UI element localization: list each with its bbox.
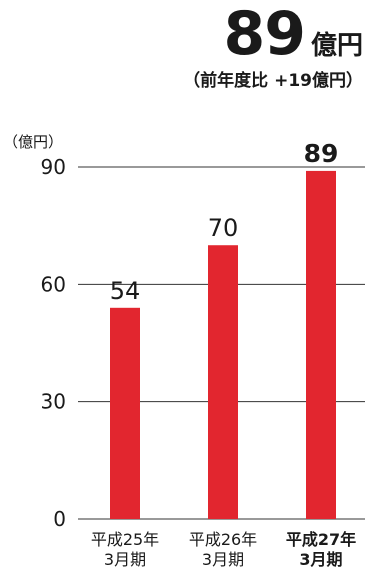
value-label-0: 54 bbox=[110, 277, 141, 305]
bar-1 bbox=[208, 245, 238, 519]
y-tick-label-60: 60 bbox=[41, 272, 66, 296]
x-tick-label-2-line2: 3月期 bbox=[299, 550, 342, 569]
value-label-2: 89 bbox=[304, 139, 339, 168]
y-tick-label-90: 90 bbox=[41, 155, 66, 179]
y-axis-unit-label: （億円） bbox=[3, 133, 63, 151]
bar-0 bbox=[110, 307, 140, 519]
headline-subtitle: （前年度比 +19億円） bbox=[183, 71, 363, 91]
x-tick-label-0-line1: 平成25年 bbox=[91, 530, 159, 549]
y-tick-label-30: 30 bbox=[41, 390, 66, 414]
x-tick-label-0-line2: 3月期 bbox=[104, 550, 146, 569]
headline-unit: 億円 bbox=[310, 31, 363, 61]
x-tick-label-1-line2: 3月期 bbox=[202, 550, 244, 569]
headline-total: 89 億円 bbox=[223, 2, 363, 66]
x-tick-label-2-line1: 平成27年 bbox=[286, 530, 356, 549]
bar-2 bbox=[306, 170, 336, 519]
y-tick-label-0: 0 bbox=[53, 507, 66, 531]
value-label-1: 70 bbox=[208, 214, 239, 242]
x-tick-label-1-line1: 平成26年 bbox=[189, 530, 257, 549]
headline-value: 89 bbox=[223, 0, 305, 69]
